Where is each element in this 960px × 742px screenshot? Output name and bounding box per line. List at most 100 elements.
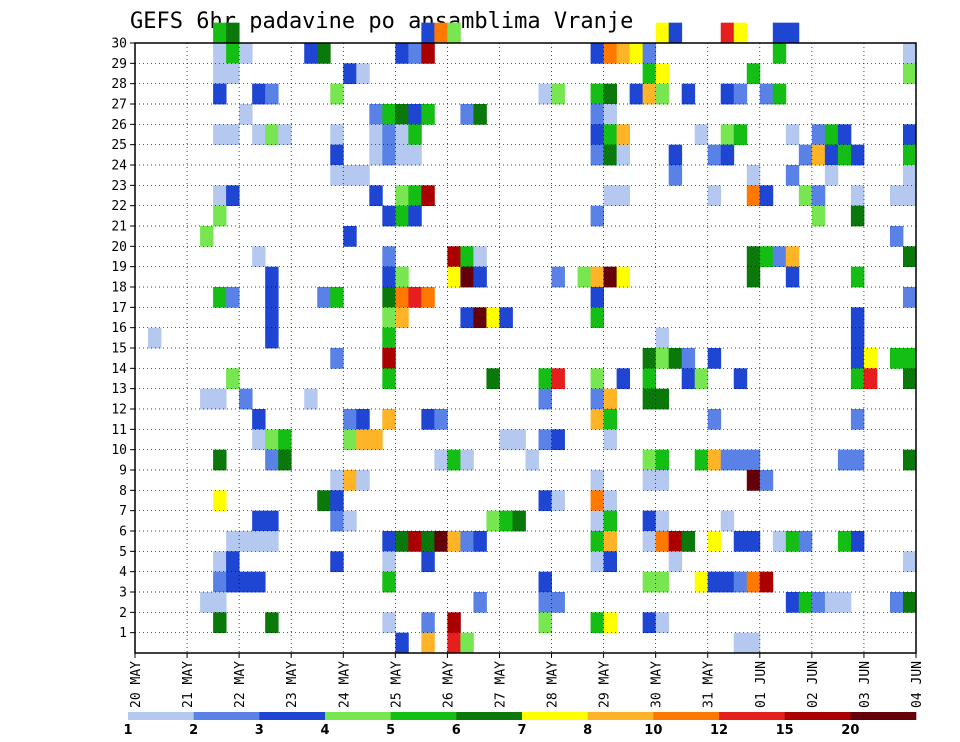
precip-cell-114	[707, 185, 722, 207]
precip-cell-73	[694, 124, 709, 146]
y-tick-label-3: 3	[119, 586, 127, 601]
precip-cell-216	[343, 409, 357, 430]
legend-label-12: 12	[710, 723, 728, 738]
y-tick-label-28: 28	[111, 77, 127, 92]
precip-cell-314	[902, 551, 917, 573]
precip-cell-0	[213, 22, 227, 44]
y-tick-label-21: 21	[111, 220, 127, 235]
x-tick-label-0: 20 MAY	[129, 661, 144, 708]
precip-cell-108	[369, 185, 383, 207]
precip-cell-276	[603, 510, 618, 532]
precip-cell-336	[811, 592, 826, 613]
precip-cell-174	[590, 307, 604, 329]
precip-cell-137	[746, 246, 761, 268]
precip-cell-312	[603, 551, 618, 573]
y-axis-members: 1234567891011121314151617181920212223242…	[111, 37, 135, 641]
precip-cell-279	[720, 510, 735, 532]
precip-cell-143	[382, 266, 396, 288]
precip-cell-317	[239, 571, 253, 593]
precip-cell-183	[642, 348, 657, 369]
precip-cell-103	[785, 165, 800, 186]
precip-cell-306	[213, 551, 227, 573]
precip-cell-203	[850, 368, 865, 390]
precip-cell-110	[408, 185, 422, 207]
precip-cell-116	[759, 185, 774, 207]
precip-cell-313	[668, 551, 683, 573]
precip-cell-176	[148, 327, 162, 349]
precip-cell-85	[408, 144, 422, 166]
precip-cell-192	[226, 368, 240, 390]
y-tick-label-5: 5	[119, 545, 127, 560]
precip-cell-126	[590, 205, 604, 227]
precip-cell-207	[213, 388, 227, 410]
y-tick-label-15: 15	[111, 342, 127, 357]
precip-cell-23	[642, 43, 657, 64]
precip-cell-177	[265, 327, 279, 349]
precip-cell-189	[863, 348, 878, 369]
precip-cell-148	[551, 266, 565, 288]
precip-cell-104	[824, 165, 839, 186]
precip-cell-37	[330, 83, 344, 105]
precip-cell-304	[837, 531, 852, 552]
y-tick-label-25: 25	[111, 138, 127, 153]
legend-swatch-7	[522, 712, 588, 720]
precip-cell-202	[733, 368, 748, 390]
precip-cell-8	[733, 22, 748, 44]
precip-cell-292	[590, 531, 604, 552]
precip-cell-300	[746, 531, 761, 552]
precip-cell-119	[850, 185, 865, 207]
precip-cell-180	[850, 327, 865, 349]
precip-cell-158	[265, 287, 279, 308]
precip-cell-256	[590, 470, 604, 491]
precip-cell-127	[811, 205, 826, 227]
precip-cell-272	[486, 510, 500, 532]
precip-cell-67	[382, 124, 396, 146]
precip-cell-106	[213, 185, 227, 207]
precip-cell-260	[759, 470, 774, 491]
precip-cell-49	[772, 83, 787, 105]
precip-cell-191	[902, 348, 917, 369]
precip-cell-144	[395, 266, 409, 288]
precip-cell-28	[343, 63, 357, 85]
precip-cell-280	[226, 531, 240, 552]
precip-cell-352	[421, 632, 435, 654]
precip-cell-78	[824, 124, 839, 146]
precip-cell-20	[603, 43, 618, 64]
legend-swatch-2	[193, 712, 260, 720]
precip-cell-318	[252, 571, 266, 593]
precip-cell-6	[668, 22, 683, 44]
y-tick-label-12: 12	[111, 403, 127, 418]
precip-cell-19	[590, 43, 604, 64]
precip-cell-22	[629, 43, 644, 64]
precip-cell-262	[317, 490, 331, 512]
precip-cell-95	[837, 144, 852, 166]
precip-cell-341	[213, 612, 227, 634]
precip-cell-76	[785, 124, 800, 146]
x-tick-label-15: 04 JUN	[910, 661, 925, 708]
precip-cell-27	[226, 63, 240, 85]
precip-cell-159	[317, 287, 331, 308]
x-tick-label-13: 02 JUN	[806, 661, 821, 708]
precip-cell-88	[616, 144, 631, 166]
y-tick-label-9: 9	[119, 464, 127, 479]
precip-cell-54	[408, 104, 422, 125]
precip-cell-275	[590, 510, 604, 532]
precip-cell-129	[200, 226, 214, 247]
precip-cell-201	[694, 368, 709, 390]
precip-cell-107	[226, 185, 240, 207]
precip-cell-59	[603, 104, 618, 125]
precip-cell-197	[590, 368, 604, 390]
precip-cell-42	[629, 83, 644, 105]
precip-cell-328	[759, 571, 774, 593]
precip-cell-340	[902, 592, 917, 613]
precip-cell-44	[655, 83, 670, 105]
y-tick-label-6: 6	[119, 525, 127, 540]
precip-cell-253	[330, 470, 344, 491]
precip-cell-74	[720, 124, 735, 146]
precip-cell-62	[252, 124, 266, 146]
precip-cell-247	[720, 449, 735, 471]
legend-swatch-8	[587, 712, 654, 720]
precip-cell-87	[603, 144, 618, 166]
precip-cell-131	[889, 226, 904, 247]
